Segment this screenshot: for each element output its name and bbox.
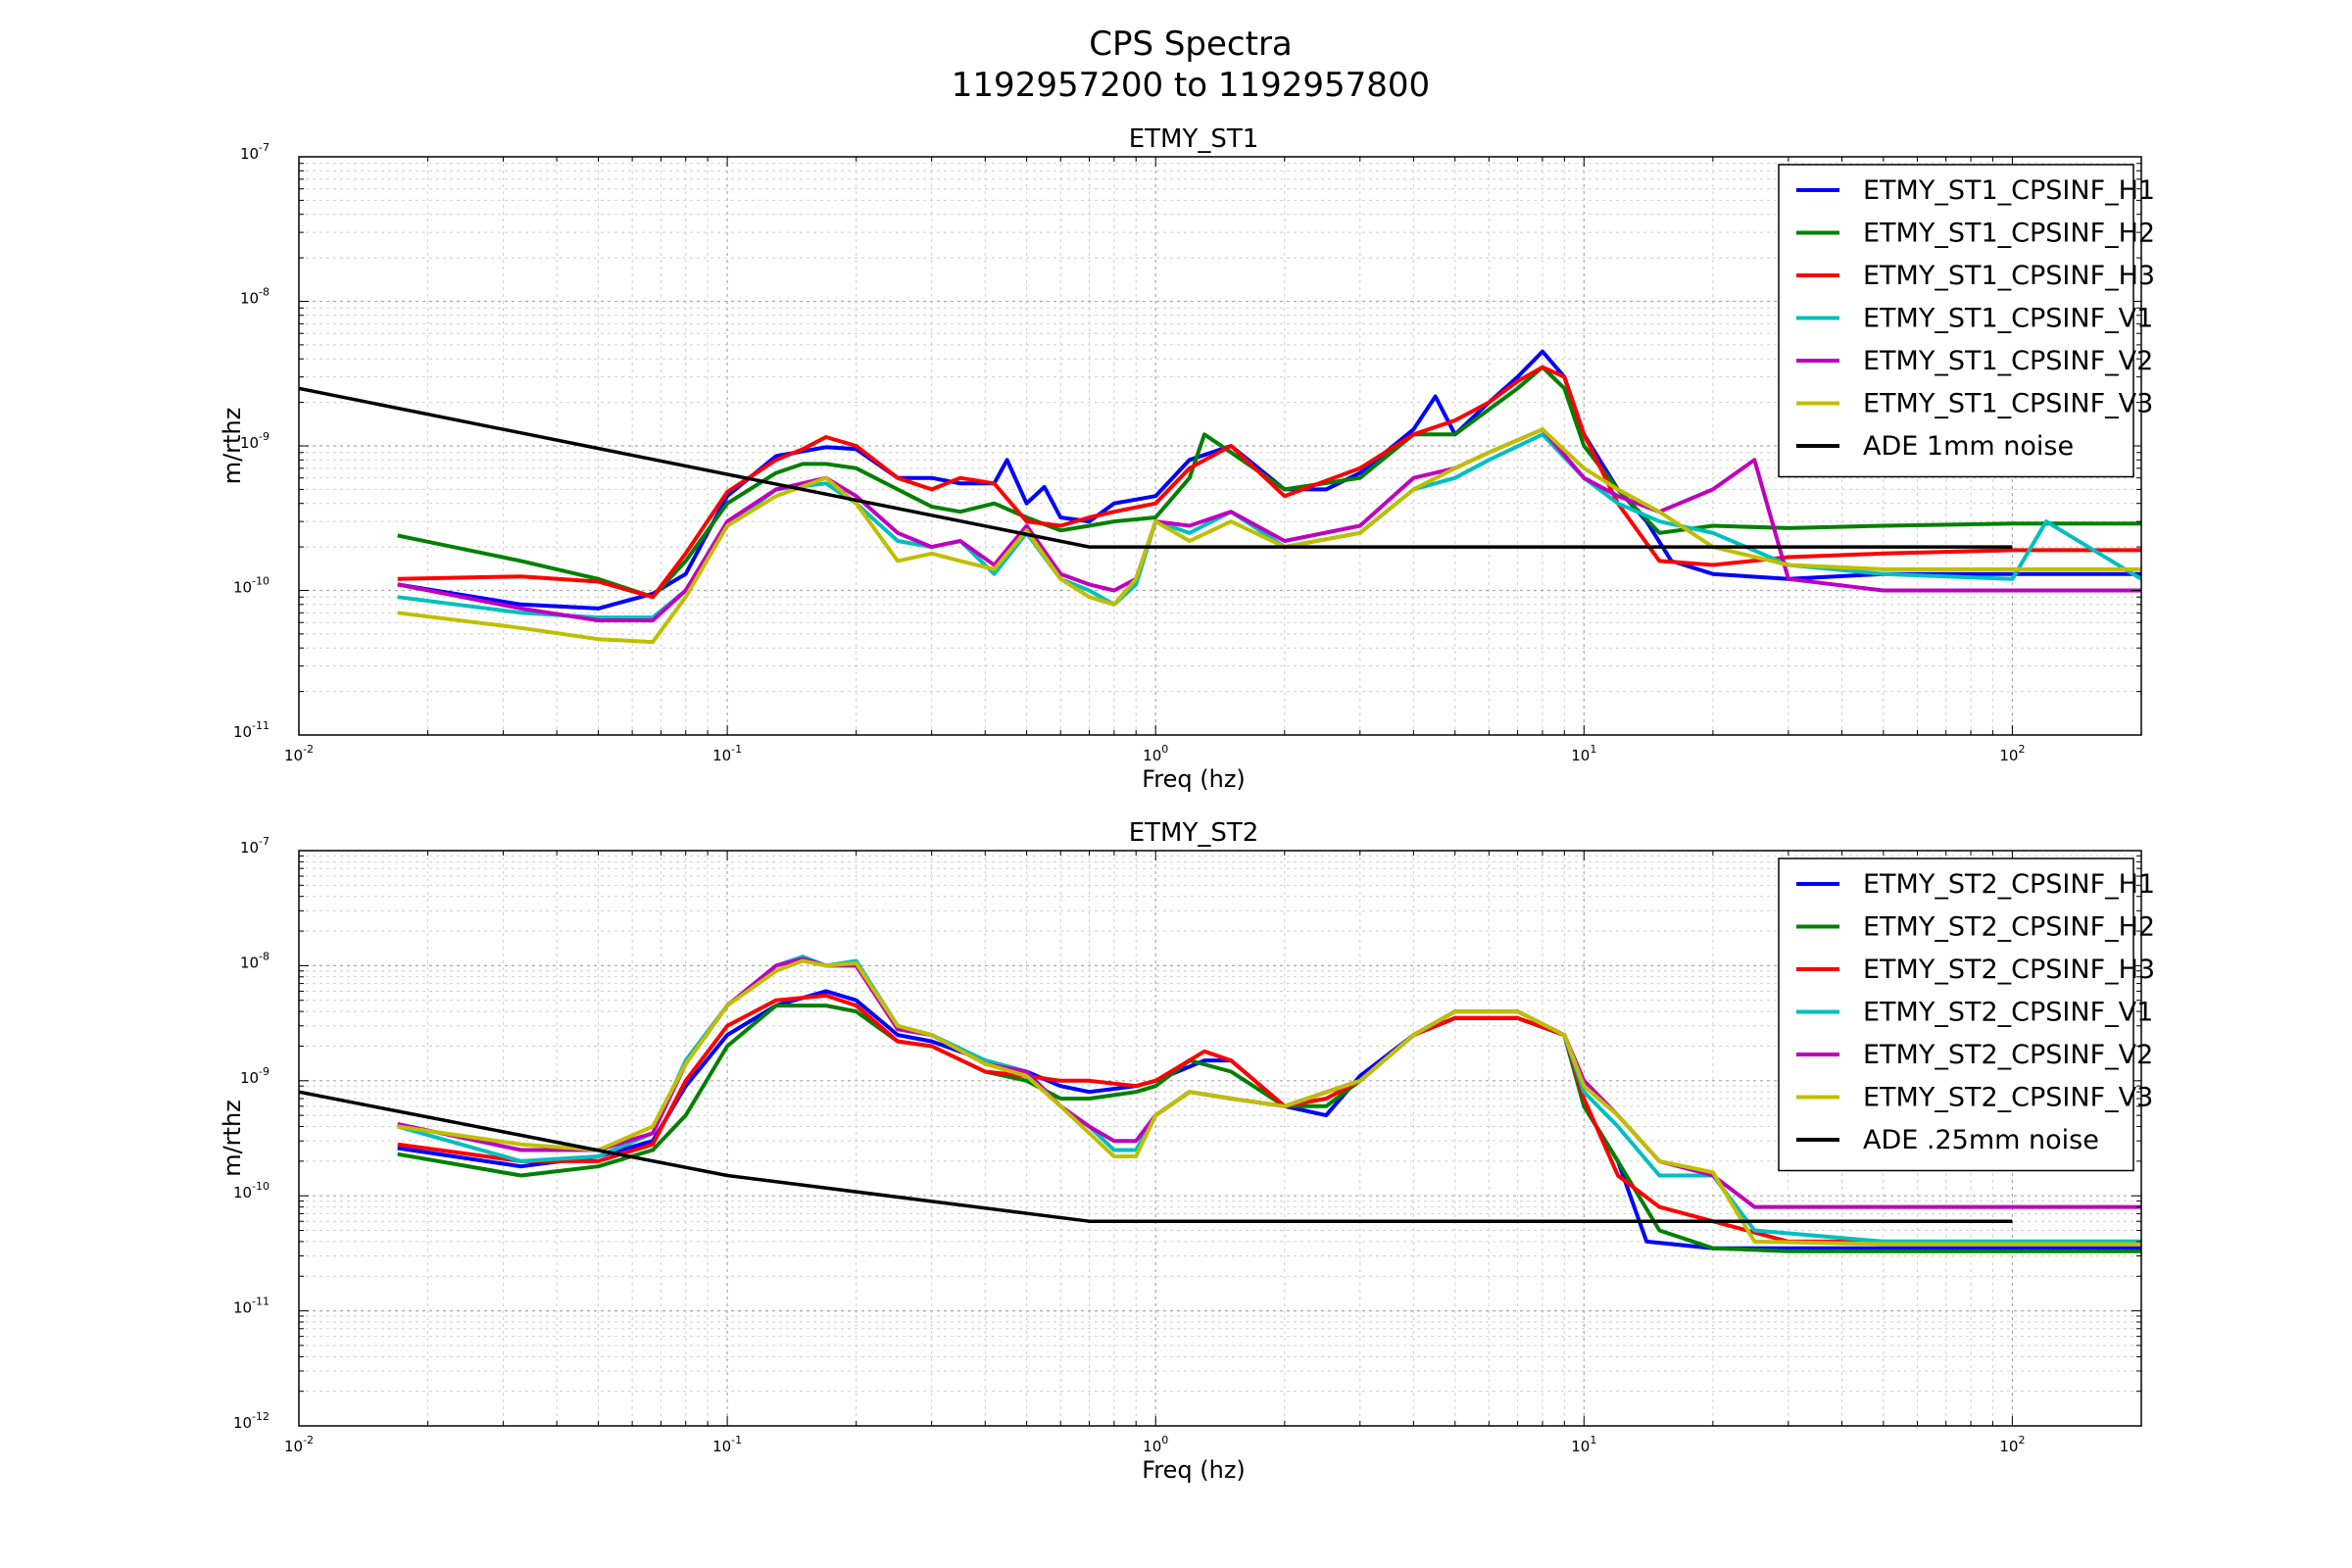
legend-label: ADE 1mm noise: [1863, 431, 2074, 462]
x-axis-label: Freq (hz): [1142, 1456, 1246, 1484]
legend-label: ETMY_ST1_CPSINF_V2: [1863, 346, 2153, 376]
series-line-etmy-st2-cpsinf-v3: [397, 958, 2141, 1247]
series-group: [299, 955, 2141, 1253]
series-line-etmy-st2-cpsinf-h2: [397, 1004, 2141, 1253]
legend-label: ETMY_ST1_CPSINF_H3: [1863, 261, 2155, 291]
legend-box: [1778, 858, 2134, 1172]
ticks: [298, 156, 2142, 736]
series-line-etmy-st2-cpsinf-h1: [397, 989, 2141, 1250]
legend-label: ETMY_ST1_CPSINF_V1: [1863, 304, 2153, 334]
series-line-ade-1mm-noise: [299, 386, 2013, 549]
y-axis-label: m/rthz: [219, 1100, 246, 1177]
legend-label: ETMY_ST1_CPSINF_V3: [1863, 389, 2153, 419]
axes-title: ETMY_ST1: [1129, 124, 1259, 154]
series-line-etmy-st2-cpsinf-h3: [397, 993, 2141, 1244]
legend: ETMY_ST1_CPSINF_H1 ETMY_ST1_CPSINF_H2 ETMY…: [1778, 164, 2155, 478]
legend-label: ETMY_ST2_CPSINF_V2: [1863, 1040, 2153, 1070]
ticks: [298, 850, 2142, 1427]
chart-etmy-st2: 10-2 10-1 100 101 10210-1210-1110-1010-910-8…: [219, 818, 2155, 1484]
series-group: [299, 349, 2141, 645]
legend-label: ETMY_ST2_CPSINF_H1: [1863, 869, 2155, 900]
legend-label: ETMY_ST1_CPSINF_H1: [1863, 175, 2155, 206]
axes-frame: [298, 850, 2142, 1427]
figure-title: CPS Spectra: [1089, 24, 1293, 64]
figure-subtitle: 1192957200 to 1192957800: [952, 66, 1430, 105]
legend-label: ETMY_ST2_CPSINF_V1: [1863, 998, 2153, 1028]
legend-label: ADE .25mm noise: [1863, 1125, 2099, 1155]
x-axis-label: Freq (hz): [1142, 765, 1246, 793]
series-line-ade-25mm-noise: [299, 1090, 2013, 1223]
legend-box: [1778, 164, 2134, 478]
legend: ETMY_ST2_CPSINF_H1 ETMY_ST2_CPSINF_H2 ETMY…: [1778, 858, 2155, 1172]
y-axis-label: m/rthz: [219, 408, 246, 485]
legend-label: ETMY_ST2_CPSINF_V3: [1863, 1083, 2153, 1113]
series-line-etmy-st1-cpsinf-v3: [397, 427, 2141, 645]
axes-title: ETMY_ST2: [1129, 818, 1259, 848]
legend-label: ETMY_ST2_CPSINF_H3: [1863, 955, 2155, 985]
legend-label: ETMY_ST1_CPSINF_H2: [1863, 219, 2155, 249]
legend-label: ETMY_ST2_CPSINF_H2: [1863, 912, 2155, 943]
